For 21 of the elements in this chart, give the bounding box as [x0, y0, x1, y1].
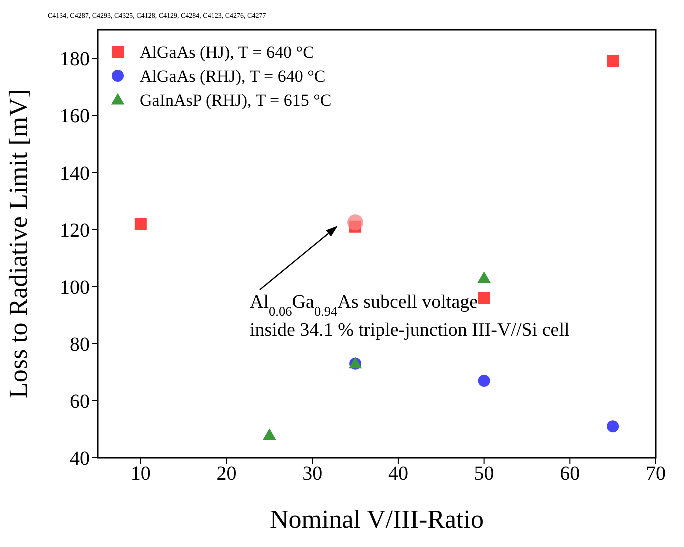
x-tick-label: 40	[388, 463, 408, 486]
x-tick-label: 20	[216, 463, 237, 486]
legend-label: AlGaAs (HJ), T = 640 °C	[140, 43, 314, 62]
x-tick-label: 50	[474, 463, 494, 486]
y-axis-title: Loss to Radiative Limit [mV]	[4, 89, 34, 399]
x-tick-label: 70	[646, 463, 666, 486]
annotation: Al$_{0.06}$Ga$_{0.94}$As subcell voltage inside 34.1 % triple-junction III-V//Si cell	[250, 292, 570, 341]
x-axis-title: Nominal V/III-Ratio	[270, 505, 484, 534]
y-tick-label: 60	[70, 391, 90, 414]
y-tick-label: 160	[60, 106, 90, 128]
x-tick-label: 60	[560, 463, 580, 486]
legend-label: AlGaAs (RHJ), T = 640 °C	[140, 67, 326, 86]
x-tick-label: 10	[130, 463, 151, 486]
y-tick-label: 80	[70, 334, 90, 356]
y-tick-label: 100	[60, 276, 90, 299]
y-tick-label: 40	[70, 448, 90, 470]
y-tick-label: 140	[60, 162, 90, 185]
y-tick-label: 120	[60, 220, 90, 242]
x-tick-label: 30	[302, 463, 323, 486]
y-tick-label: 180	[60, 48, 90, 71]
legend-label: GaInAsP (RHJ), T = 615 °C	[140, 91, 332, 110]
